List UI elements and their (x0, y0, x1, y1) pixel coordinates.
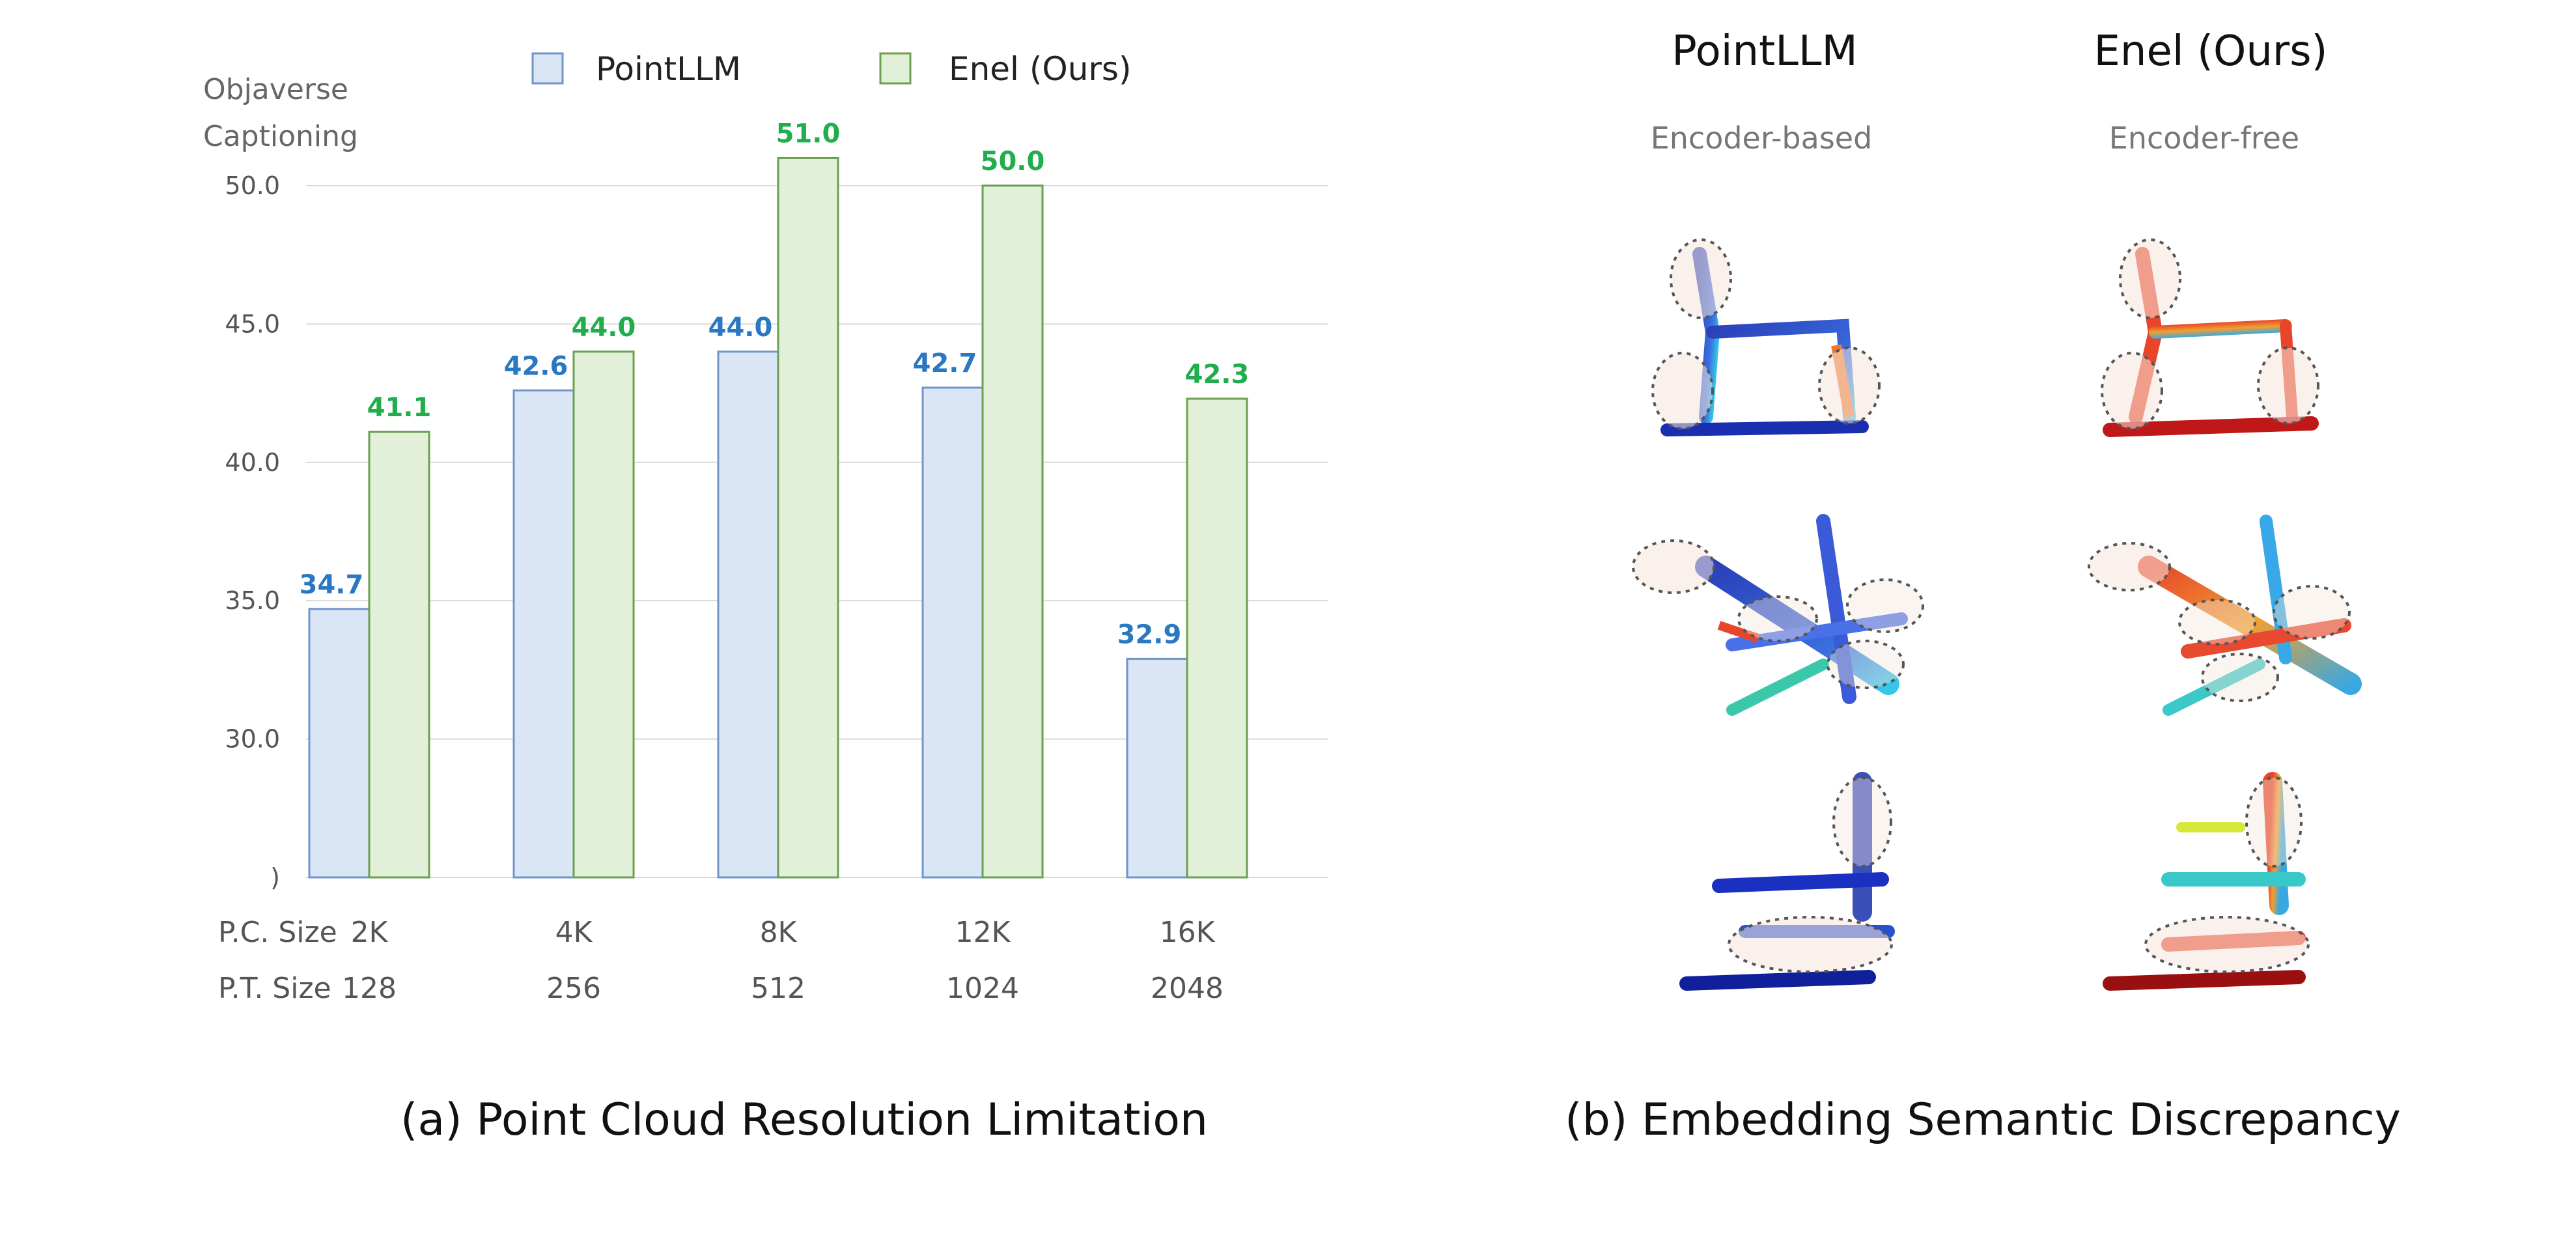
x-tick-label-secondary: 256 (546, 972, 601, 1005)
data-label: 34.7 (300, 570, 364, 600)
x-tick-label: 12K (955, 916, 1011, 949)
x-tick-label-secondary: 1024 (946, 972, 1019, 1005)
x-tick-label: 16K (1160, 916, 1216, 949)
x-category-labels: 2K 128 4K 256 8K 512 12K 1024 16K 2048 (342, 916, 1224, 1005)
bar-pointllm (717, 350, 779, 879)
bar-pointllm (1126, 657, 1188, 879)
chair-side-pointcloud-icon (2103, 772, 2310, 991)
row-label-pc-size: P.C. Size (218, 916, 337, 949)
data-label: 32.9 (1117, 619, 1182, 649)
bar-enel (1186, 397, 1248, 879)
column-title-enel: Enel (Ours) (2093, 27, 2327, 76)
data-label: 51.0 (776, 119, 841, 149)
y-tick-label: 50.0 (225, 171, 280, 200)
y-tick-label: 40.0 (225, 448, 280, 477)
data-label: 41.1 (367, 393, 432, 423)
x-tick-label-secondary: 2048 (1151, 972, 1224, 1005)
bars (308, 156, 1248, 879)
x-tick-label-secondary: 512 (751, 972, 805, 1005)
caption-b: (b) Embedding Semantic Discrepancy (1565, 1094, 2401, 1146)
row-label-pt-size: P.T. Size (218, 972, 331, 1005)
legend-label-pointllm: PointLLM (596, 50, 741, 88)
x-tick-label: 8K (760, 916, 798, 949)
data-label: 44.0 (572, 313, 636, 343)
data-label: 44.0 (708, 313, 773, 343)
bar-enel (777, 156, 839, 879)
chair-pointcloud-icon (2101, 238, 2319, 437)
bar-pointllm (308, 608, 371, 879)
bar-pointllm (512, 389, 575, 879)
x-tick-label: 2K (351, 916, 389, 949)
panel-b: PointLLM Encoder-based Enel (Ours) Encod… (1632, 27, 2362, 991)
y-tick-label: 45.0 (225, 309, 280, 338)
bar-enel (368, 431, 430, 879)
y-tick-label: 30.0 (225, 725, 280, 754)
y-tick-labels: 50.0 45.0 40.0 35.0 30.0) (225, 171, 280, 892)
x-tick-label-secondary: 128 (342, 972, 397, 1005)
caption-a: (a) Point Cloud Resolution Limitation (400, 1094, 1208, 1146)
data-label: 42.7 (913, 348, 977, 378)
y-axis-title-line1: Objaverse (203, 73, 348, 106)
bar-enel (981, 184, 1044, 879)
bar-chart: Objaverse Captioning PointLLM Enel (Ours… (203, 50, 1328, 1005)
bar-pointllm (921, 386, 984, 879)
chair-side-pointcloud-icon (1679, 772, 1895, 991)
legend-swatch-pointllm (531, 52, 564, 85)
column-title-pointllm: PointLLM (1672, 27, 1857, 76)
data-label: 50.0 (981, 147, 1045, 177)
bar-enel (572, 350, 635, 879)
legend: PointLLM Enel (Ours) (531, 50, 1132, 88)
data-label: 42.3 (1185, 360, 1250, 390)
y-axis-title-line2: Captioning (203, 120, 358, 153)
x-tick-label: 4K (555, 916, 593, 949)
y-tick-label: ) (270, 863, 280, 892)
chair-pointcloud-icon (1651, 238, 1881, 436)
data-labels: 34.741.142.644.0 44.051.042.750.032.942.3 (300, 119, 1250, 649)
data-label: 42.6 (504, 351, 568, 381)
column-subtitle-encoder-based: Encoder-based (1651, 121, 1873, 156)
airplane-pointcloud-icon (1632, 514, 1924, 716)
airplane-pointcloud-icon (2088, 515, 2362, 716)
legend-label-enel: Enel (Ours) (949, 50, 1132, 88)
column-subtitle-encoder-free: Encoder-free (2109, 121, 2299, 156)
y-tick-label: 35.0 (225, 586, 280, 615)
legend-swatch-enel (879, 52, 912, 85)
